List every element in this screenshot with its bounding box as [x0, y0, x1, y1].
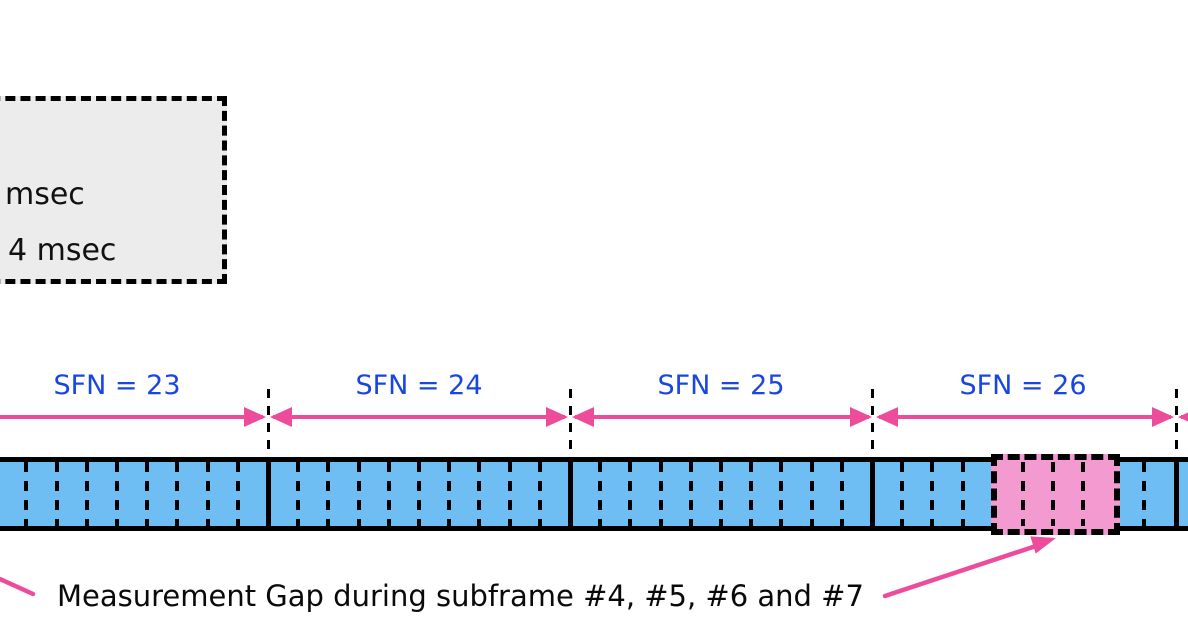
subframe-divider: [326, 462, 331, 526]
arrow-head-left-icon: [572, 407, 594, 427]
arrow-head-left-icon: [876, 407, 898, 427]
subframe-divider: [175, 462, 180, 526]
arrow-head-left-icon: [1178, 407, 1188, 427]
sfn-label-26: SFN = 26: [959, 370, 1087, 401]
subframe-divider: [960, 462, 965, 526]
arrow-line: [0, 415, 263, 419]
subframe-divider: [145, 462, 150, 526]
subframe-divider: [598, 462, 603, 526]
arrow-head-right-icon: [546, 407, 568, 427]
subframe-divider: [115, 462, 119, 526]
sfn-label-24: SFN = 24: [355, 370, 483, 401]
frame-boundary-marker: [267, 389, 270, 456]
subframe-divider: [749, 462, 754, 526]
gap-config-box: msec 4 msec: [0, 96, 227, 284]
subframe-divider: [809, 462, 814, 526]
subframe-divider: [839, 462, 844, 526]
subframe-divider: [296, 462, 301, 526]
arrow-head-right-icon: [244, 407, 266, 427]
subframe-divider: [54, 462, 59, 526]
sfn-span-arrow-25: [572, 407, 872, 427]
frame-boundary-line: [1174, 457, 1179, 531]
subframe-divider: [779, 462, 784, 526]
subframe-divider: [537, 462, 542, 526]
subframe-divider: [719, 462, 723, 526]
subframe-divider: [84, 462, 89, 526]
frame-boundary-marker: [1175, 389, 1178, 456]
subframe-divider: [507, 462, 512, 526]
arrow-line: [575, 415, 869, 419]
frame-boundary-line: [870, 457, 875, 531]
frame-boundary-marker: [871, 389, 874, 456]
subframe-divider: [658, 462, 663, 526]
subframe-divider: [447, 462, 452, 526]
arrow-head-right-icon: [1152, 407, 1174, 427]
gap-subframe-divider: [1021, 462, 1025, 526]
subframe-divider: [205, 462, 210, 526]
frame-boundary-line: [568, 457, 573, 531]
arrow-head-left-icon: [270, 407, 292, 427]
sfn-span-arrow-23: [0, 407, 266, 427]
sfn-span-arrow-24: [270, 407, 568, 427]
gap-subframe-divider: [1081, 462, 1086, 526]
subframe-divider: [930, 462, 935, 526]
subframe-divider: [628, 462, 633, 526]
subframe-divider: [688, 462, 693, 526]
arrow-head-right-icon: [850, 407, 872, 427]
subframe-divider: [1141, 462, 1146, 526]
subframe-divider: [477, 462, 482, 526]
sfn-label-25: SFN = 25: [657, 370, 785, 401]
subframe-divider: [356, 462, 361, 526]
gap-config-line-1: msec: [5, 177, 85, 212]
subframe-divider: [900, 462, 905, 526]
subframe-divider: [417, 462, 421, 526]
frame-boundary-marker: [569, 389, 572, 456]
sfn-span-arrow-27-partial: [1178, 407, 1188, 427]
gap-pointer-arrow-line: [882, 543, 1039, 599]
sfn-label-23: SFN = 23: [53, 370, 181, 401]
gap-config-line-2: 4 msec: [8, 233, 117, 268]
caption-leader-line: [0, 576, 36, 597]
gap-pointer-arrowhead-icon: [1030, 536, 1056, 554]
sfn-span-arrow-26: [876, 407, 1174, 427]
arrow-line: [879, 415, 1171, 419]
subframe-timeline-row: [0, 457, 1188, 531]
gap-subframe-divider: [1051, 462, 1056, 526]
subframe-divider: [24, 462, 29, 526]
arrow-line: [273, 415, 565, 419]
subframe-divider: [386, 462, 391, 526]
frame-boundary-line: [266, 457, 271, 531]
measurement-gap-box: [991, 454, 1120, 535]
subframe-divider: [235, 462, 240, 526]
measurement-gap-caption: Measurement Gap during subframe #4, #5, …: [57, 579, 864, 613]
